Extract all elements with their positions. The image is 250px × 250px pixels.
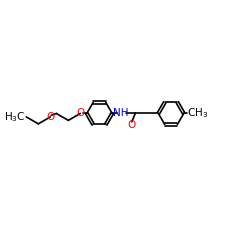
Text: O: O	[76, 108, 84, 118]
Text: NH: NH	[113, 108, 129, 118]
Text: O: O	[46, 112, 54, 122]
Text: H$_3$C: H$_3$C	[4, 110, 25, 124]
Text: CH$_3$: CH$_3$	[186, 106, 208, 120]
Text: O: O	[127, 120, 135, 130]
